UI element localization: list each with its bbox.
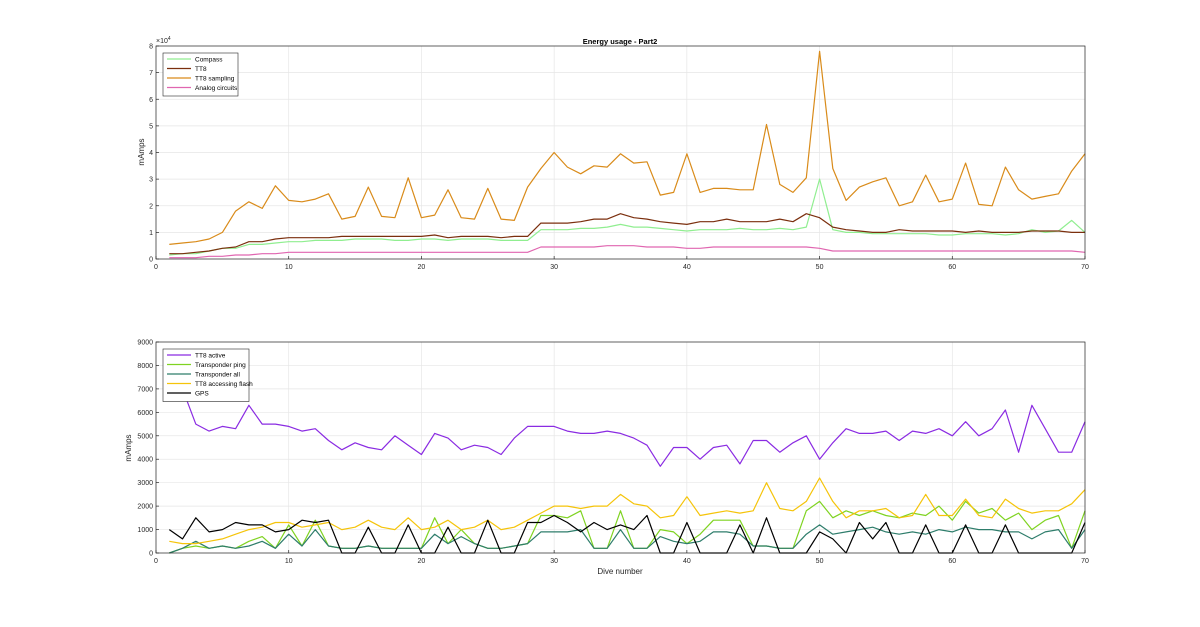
series-line-transponder-ping bbox=[169, 500, 1086, 554]
grid bbox=[155, 341, 1086, 554]
y-tick-label: 7 bbox=[149, 70, 153, 77]
y-tick-label: 5 bbox=[149, 123, 153, 130]
y-tick-label: 4000 bbox=[137, 457, 153, 464]
legend-entry: Transponder ping bbox=[195, 362, 246, 369]
svg-text:×104: ×104 bbox=[156, 36, 171, 45]
legend: TT8 active Transponder ping Transponder al… bbox=[162, 348, 253, 402]
series-line-tt8-sampling bbox=[169, 50, 1086, 245]
y-exponent-label: ×104 bbox=[156, 36, 171, 45]
y-axis-label: mAmps bbox=[124, 434, 133, 461]
y-tick-label: 8 bbox=[149, 44, 153, 51]
series-line-compass bbox=[169, 178, 1086, 256]
x-tick-label: 30 bbox=[550, 264, 558, 271]
y-exponent-power: 4 bbox=[168, 36, 171, 42]
series-lines bbox=[169, 50, 1086, 259]
x-tick-label: 20 bbox=[418, 264, 426, 271]
series-line-analog-circuits bbox=[169, 245, 1086, 259]
legend-box bbox=[162, 52, 239, 97]
y-tick-label: 6000 bbox=[137, 410, 153, 417]
y-tick-label: 5000 bbox=[137, 433, 153, 440]
axes-box bbox=[155, 341, 1086, 554]
series-lines bbox=[168, 353, 1086, 554]
x-tick-label: 70 bbox=[1081, 558, 1089, 565]
x-tick-label: 10 bbox=[285, 264, 293, 271]
x-tick-label: 20 bbox=[418, 558, 426, 565]
energy-usage-top-plot: Energy usage - Part2 mAmps ×104 0 10 20 30 4… bbox=[137, 36, 1089, 271]
legend-entry: TT8 accessing flash bbox=[195, 381, 253, 388]
y-tick-label: 3 bbox=[149, 177, 153, 184]
y-axis-label: mAmps bbox=[137, 138, 146, 165]
series-line-tt8 bbox=[169, 213, 1085, 255]
plot-area bbox=[156, 342, 1085, 553]
series-line-transponder-all bbox=[169, 524, 1086, 554]
x-tick-label: 60 bbox=[948, 264, 956, 271]
x-axis-label: Dive number bbox=[597, 567, 643, 576]
legend-entry: TT8 active bbox=[195, 352, 226, 359]
y-tick-label: 2 bbox=[149, 203, 153, 210]
y-tick-label: 1 bbox=[149, 230, 153, 237]
y-tick-label: 8000 bbox=[137, 363, 153, 370]
y-tick-label: 4 bbox=[149, 150, 153, 157]
y-tick-label: 3000 bbox=[137, 480, 153, 487]
x-tick-label: 30 bbox=[550, 558, 558, 565]
series-line-gps bbox=[168, 514, 1086, 554]
x-tick-label: 70 bbox=[1081, 264, 1089, 271]
legend-entry: TT8 sampling bbox=[195, 75, 235, 82]
chart-title: Energy usage - Part2 bbox=[583, 37, 658, 46]
y-tick-label: 7000 bbox=[137, 386, 153, 393]
x-tick-label: 40 bbox=[683, 264, 691, 271]
y-tick-label: 9000 bbox=[137, 340, 153, 347]
grid bbox=[155, 45, 1086, 260]
x-tick-label: 60 bbox=[948, 558, 956, 565]
x-tick-label: 0 bbox=[154, 264, 158, 271]
legend-entry: GPS bbox=[195, 390, 209, 397]
y-tick-label: 6 bbox=[149, 97, 153, 104]
x-tick-label: 10 bbox=[285, 558, 293, 565]
y-tick-label: 2000 bbox=[137, 504, 153, 511]
y-exponent-base: ×10 bbox=[156, 38, 168, 45]
y-tick-label: 1000 bbox=[137, 527, 153, 534]
y-tick-label: 0 bbox=[149, 551, 153, 558]
axes-box bbox=[155, 45, 1086, 260]
series-line-tt8-active bbox=[168, 353, 1086, 467]
energy-usage-bottom-plot: mAmps Dive number 0 10 20 30 40 50 60 70 0 1000 20… bbox=[124, 340, 1089, 577]
legend-entry: TT8 bbox=[195, 66, 207, 73]
legend: Compass TT8 TT8 sampling Analog circuits bbox=[162, 52, 239, 97]
x-tick-label: 50 bbox=[816, 558, 824, 565]
x-tick-label: 40 bbox=[683, 558, 691, 565]
legend-entry: Transponder all bbox=[195, 371, 240, 378]
legend-entry: Analog circuits bbox=[195, 85, 238, 92]
y-tick-label: 0 bbox=[149, 257, 153, 264]
x-tick-label: 0 bbox=[154, 558, 158, 565]
legend-entry: Compass bbox=[195, 56, 223, 63]
x-tick-label: 50 bbox=[816, 264, 824, 271]
series-line-tt8-accessing-flash bbox=[169, 477, 1086, 545]
